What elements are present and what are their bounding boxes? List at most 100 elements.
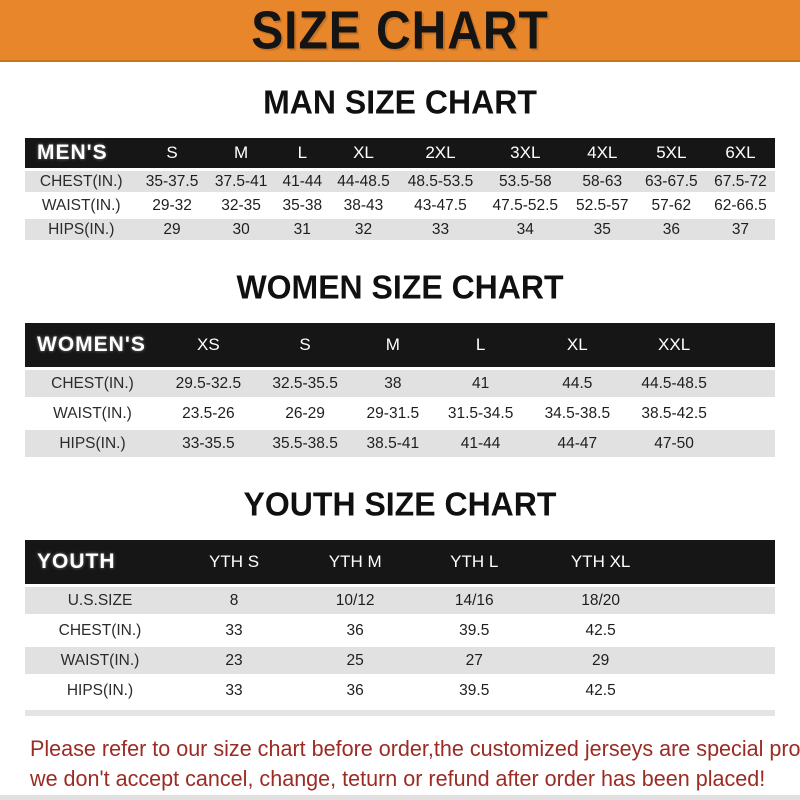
youth-size-chart-section: YOUTH SIZE CHART YOUTH YTH S YTH M YTH L YTH… — [0, 460, 800, 716]
size-column-header: XXL — [625, 323, 723, 367]
size-value-cell: 29-32 — [152, 196, 192, 214]
table-header-row: YOUTH YTH S YTH M YTH L YTH XL — [25, 540, 775, 584]
size-value-cell: 35.5-38.5 — [256, 430, 354, 457]
size-value-cell: 44-47 — [528, 430, 626, 457]
size-value-cell: 63-67.5 — [636, 171, 706, 192]
size-value-cell: 36 — [636, 219, 706, 240]
size-value-cell: 29.5-32.5 — [160, 370, 257, 397]
size-value-cell: 52.5-57 — [575, 196, 629, 214]
size-value-cell: 33 — [225, 681, 243, 699]
spacer-cell — [670, 587, 775, 614]
measurement-row: CHEST(IN.) 35-37.5 37.5-41 41-44 44-48.5 48.5… — [25, 171, 775, 192]
size-value-cell: 57-62 — [651, 196, 692, 214]
warning-line-2: we don't accept cancel, change, teturn o… — [30, 766, 766, 791]
size-column-header: 5XL — [636, 138, 706, 168]
size-value-cell: 47.5-52.5 — [492, 196, 559, 214]
spacer-cell — [670, 540, 775, 584]
size-column-header: YTH L — [417, 540, 532, 584]
table-header-row: WOMEN'S XS S M L XL XXL — [25, 323, 775, 367]
size-value-cell: 44.5-48.5 — [625, 370, 723, 397]
size-value-cell: 29-31.5 — [366, 404, 420, 422]
women-size-chart-section: WOMEN SIZE CHART WOMEN'S XS S M L XL XXL CHEST(… — [0, 243, 800, 460]
size-value-cell: 32-35 — [221, 196, 261, 214]
spacer-cell — [670, 617, 775, 644]
row-label: WAIST(IN.) — [53, 404, 132, 422]
size-value-cell: 39.5 — [459, 621, 490, 639]
youth-section-heading: YOUTH SIZE CHART — [243, 485, 557, 523]
size-column-header: L — [275, 138, 329, 168]
size-value-cell: 37.5-41 — [206, 171, 276, 192]
size-column-header: YTH S — [175, 540, 294, 584]
size-column-header: S — [137, 138, 207, 168]
size-value-cell: 38.5-42.5 — [641, 404, 707, 422]
size-value-cell: 36 — [346, 621, 364, 639]
size-value-cell: 34.5-38.5 — [544, 404, 611, 422]
size-value-cell: 33 — [225, 621, 243, 639]
size-value-cell: 47-50 — [625, 430, 723, 457]
size-value-cell: 38 — [353, 370, 433, 397]
table-header-label: WOMEN'S — [25, 323, 160, 367]
size-value-cell: 18/20 — [531, 587, 670, 614]
men-size-table: MEN'S S M L XL 2XL 3XL 4XL 5XL 6XL CHEST(IN.) 35-37… — [25, 135, 775, 243]
size-value-cell: 58-63 — [567, 171, 637, 192]
size-value-cell: 23 — [175, 647, 294, 674]
page-bottom-divider — [0, 795, 800, 800]
measurement-row: HIPS(IN.) 33 36 39.5 42.5 — [25, 677, 775, 704]
table-header-row: MEN'S S M L XL 2XL 3XL 4XL 5XL 6XL — [25, 138, 775, 168]
size-value-cell: 35-37.5 — [137, 171, 207, 192]
table-header-label: YOUTH — [25, 540, 175, 584]
measurement-row: HIPS(IN.) 29 30 31 32 33 34 35 36 37 — [25, 219, 775, 240]
size-value-cell: 41-44 — [275, 171, 329, 192]
size-value-cell: 36 — [346, 681, 364, 699]
size-value-cell: 26-29 — [285, 404, 325, 422]
size-column-header: 3XL — [482, 138, 568, 168]
size-chart-content: MAN SIZE CHART MEN'S S M L XL 2XL 3XL 4XL 5XL 6XL… — [0, 62, 800, 794]
size-value-cell: 44-48.5 — [328, 171, 399, 192]
size-column-header: 4XL — [567, 138, 637, 168]
row-label: CHEST(IN.) — [25, 171, 138, 192]
size-value-cell: 38-43 — [343, 196, 384, 214]
women-section-heading: WOMEN SIZE CHART — [236, 268, 564, 306]
size-value-cell: 32.5-35.5 — [256, 370, 354, 397]
size-value-cell: 67.5-72 — [705, 171, 775, 192]
spacer-cell — [670, 677, 775, 704]
row-label: HIPS(IN.) — [25, 430, 160, 457]
order-warning-note: Please refer to our size chart before or… — [30, 734, 800, 794]
size-value-cell: 29 — [137, 219, 207, 240]
size-value-cell: 42.5 — [585, 681, 616, 699]
row-label: U.S.SIZE — [25, 587, 175, 614]
size-value-cell: 8 — [175, 587, 294, 614]
measurement-row: CHEST(IN.) 33 36 39.5 42.5 — [25, 617, 775, 644]
size-value-cell: 53.5-58 — [482, 171, 568, 192]
measurement-row: WAIST(IN.) 23 25 27 29 — [25, 647, 775, 674]
spacer-cell — [670, 647, 775, 674]
size-value-cell: 31.5-34.5 — [447, 404, 514, 422]
size-column-header: XS — [160, 323, 257, 367]
size-value-cell: 48.5-53.5 — [398, 171, 483, 192]
youth-size-table: YOUTH YTH S YTH M YTH L YTH XL U.S.SIZE 8 10/12… — [25, 537, 775, 707]
size-value-cell: 29 — [531, 647, 670, 674]
size-value-cell: 41-44 — [432, 430, 529, 457]
measurement-row: CHEST(IN.) 29.5-32.5 32.5-35.5 38 41 44.5 44.5… — [25, 370, 775, 397]
size-column-header: XL — [528, 323, 626, 367]
row-label: CHEST(IN.) — [25, 370, 160, 397]
size-value-cell: 43-47.5 — [414, 196, 467, 214]
table-bottom-divider — [25, 710, 775, 716]
size-column-header: S — [256, 323, 354, 367]
size-column-header: M — [206, 138, 276, 168]
size-column-header: 2XL — [398, 138, 483, 168]
size-value-cell: 37 — [705, 219, 775, 240]
size-value-cell: 33 — [398, 219, 483, 240]
size-value-cell: 62-66.5 — [714, 196, 767, 214]
measurement-row: U.S.SIZE 8 10/12 14/16 18/20 — [25, 587, 775, 614]
row-label: WAIST(IN.) — [25, 647, 175, 674]
size-value-cell: 14/16 — [417, 587, 532, 614]
size-value-cell: 39.5 — [459, 681, 490, 699]
size-value-cell: 38.5-41 — [353, 430, 433, 457]
size-value-cell: 31 — [275, 219, 329, 240]
size-value-cell: 35 — [567, 219, 637, 240]
row-label: HIPS(IN.) — [25, 219, 138, 240]
table-header-label: MEN'S — [25, 138, 138, 168]
banner-title: SIZE CHART — [251, 0, 549, 61]
row-label: CHEST(IN.) — [58, 621, 142, 639]
